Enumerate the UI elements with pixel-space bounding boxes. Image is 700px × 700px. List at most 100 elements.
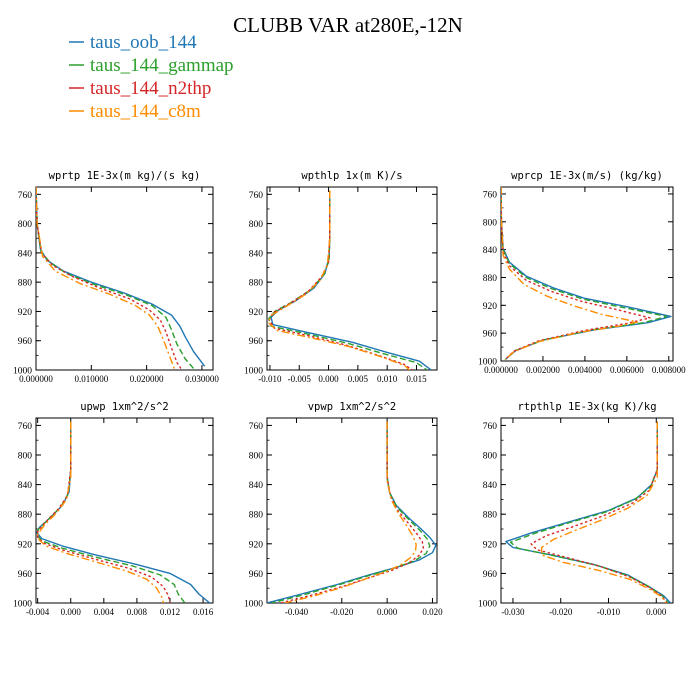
y-tick-label: 1000 — [244, 600, 263, 610]
y-tick-label: 920 — [249, 540, 264, 550]
series-line-taus_144_c8m — [36, 187, 175, 369]
series-line-taus_144_c8m — [540, 421, 667, 603]
chart-panel-1: wprtp 1E-3x(m kg)/(s kg) 760 800 840 880 920 9… — [13, 170, 219, 384]
y-tick-label: 840 — [483, 246, 498, 256]
y-tick-label: 880 — [249, 279, 264, 289]
y-tick-label: 1000 — [13, 600, 32, 610]
legend-label-taus_144_n2thp: taus_144_n2thp — [90, 78, 211, 99]
x-tick-label: 0.004 — [94, 607, 115, 617]
x-tick-label: 0.010000 — [74, 374, 108, 384]
plot-frame — [266, 186, 438, 371]
chart-panels: wprtp 1E-3x(m kg)/(s kg) 760 800 840 880 920 9… — [13, 170, 686, 617]
x-tick-label: 0.000 — [377, 607, 398, 617]
y-tick-label: 880 — [483, 511, 498, 521]
chart-panel-3: wprcp 1E-3x(m/s) (kg/kg) 760 800 840 880 920 9… — [478, 170, 686, 375]
chart-panel-2: wpthlp 1x(m K)/s7608008408809209601000-0… — [244, 170, 438, 384]
chart-panel-6: rtpthlp 1E-3x(kg K)/kg 760 800 840 880 920 960… — [478, 401, 674, 617]
legend: taus_oob_144taus_144_gammaptaus_144_n2th… — [69, 32, 234, 122]
y-tick-label: 960 — [249, 570, 264, 580]
y-tick-label: 920 — [483, 302, 498, 312]
y-tick-label: 920 — [249, 308, 264, 318]
y-tick-label: 880 — [18, 279, 33, 289]
x-tick-label: 0.010 — [377, 374, 398, 384]
y-tick-label: 880 — [483, 274, 498, 284]
panel-title: wprcp 1E-3x(m/s) (kg/kg) — [511, 170, 663, 182]
x-tick-label: 0.000 — [61, 607, 82, 617]
y-tick-label: 1000 — [478, 358, 497, 368]
y-tick-label: 1000 — [478, 600, 497, 610]
x-tick-label: -0.005 — [288, 374, 312, 384]
x-tick-label: 0.000000 — [484, 365, 518, 375]
plot-frame — [500, 186, 674, 362]
x-tick-label: 0.000000 — [19, 374, 53, 384]
panel-title: upwp 1xm^2/s^2 — [80, 401, 169, 413]
series-line-taus_144_c8m — [284, 421, 417, 603]
series-line-taus_144_n2thp — [280, 421, 425, 603]
y-tick-label: 960 — [249, 337, 264, 347]
series-line-taus_144_c8m — [501, 187, 639, 361]
series-line-taus_144_n2thp — [501, 187, 651, 361]
plot-frame — [500, 417, 674, 604]
chart-panel-4: upwp 1xm^2/s^2 760 800 840 880 920 960 1000-0.0… — [13, 401, 214, 617]
y-tick-label: 760 — [18, 422, 33, 432]
y-tick-label: 800 — [18, 452, 33, 462]
x-tick-label: 0.016 — [193, 607, 214, 617]
x-tick-label: 0.020000 — [130, 374, 164, 384]
y-tick-label: 760 — [483, 422, 498, 432]
x-tick-label: 0.012 — [160, 607, 180, 617]
x-tick-label: 0.008 — [127, 607, 148, 617]
series-line-taus_144_gammap — [36, 187, 195, 370]
y-tick-label: 960 — [483, 570, 498, 580]
y-tick-label: 880 — [18, 511, 33, 521]
series-line-taus_144_n2thp — [530, 421, 668, 603]
y-tick-label: 840 — [483, 481, 498, 491]
panel-title: vpwp 1xm^2/s^2 — [308, 401, 397, 413]
plot-frame — [35, 417, 214, 604]
y-tick-label: 920 — [483, 540, 498, 550]
x-tick-label: 0.005 — [348, 374, 369, 384]
series-line-taus_144_c8m — [267, 190, 410, 370]
series-line-taus_144_c8m — [36, 421, 165, 603]
y-tick-label: 880 — [249, 511, 264, 521]
x-tick-label: -0.010 — [258, 374, 282, 384]
legend-label-taus_oob_144: taus_oob_144 — [90, 32, 197, 53]
y-tick-label: 800 — [483, 218, 498, 228]
x-tick-label: 0.015 — [406, 374, 427, 384]
y-tick-label: 800 — [249, 220, 264, 230]
y-tick-label: 840 — [249, 481, 264, 491]
y-tick-label: 960 — [18, 337, 33, 347]
y-tick-label: 800 — [483, 452, 498, 462]
y-tick-label: 1000 — [13, 367, 32, 377]
x-tick-label: 0.006000 — [610, 365, 644, 375]
figure-title: CLUBB VAR at280E,-12N — [233, 13, 463, 37]
panel-title: rtpthlp 1E-3x(kg K)/kg — [517, 401, 656, 413]
legend-label-taus_144_gammap: taus_144_gammap — [90, 55, 234, 76]
series-line-taus_144_gammap — [271, 421, 431, 603]
y-tick-label: 760 — [18, 191, 33, 201]
y-tick-label: 760 — [249, 191, 264, 201]
x-tick-label: -0.004 — [26, 607, 50, 617]
y-tick-label: 960 — [483, 330, 498, 340]
chart-panel-5: vpwp 1xm^2/s^2 760 800 840 880 920 960 1000 -0.0… — [244, 401, 443, 617]
y-tick-label: 920 — [18, 308, 33, 318]
series-line-taus_144_gammap — [501, 187, 668, 361]
x-tick-label: 0.002000 — [526, 365, 560, 375]
x-tick-label: -0.030 — [501, 607, 525, 617]
x-tick-label: -0.020 — [549, 607, 573, 617]
y-tick-label: 840 — [18, 481, 33, 491]
y-tick-label: 840 — [18, 249, 33, 259]
y-tick-label: 1000 — [244, 367, 263, 377]
y-tick-label: 840 — [249, 249, 264, 259]
y-tick-label: 760 — [249, 422, 264, 432]
x-tick-label: 0.000 — [646, 607, 667, 617]
x-tick-label: 0.008000 — [652, 365, 686, 375]
legend-label-taus_144_c8m: taus_144_c8m — [90, 101, 201, 122]
x-tick-label: -0.010 — [597, 607, 621, 617]
plot-frame — [266, 417, 438, 604]
x-tick-label: -0.020 — [330, 607, 354, 617]
panel-title: wpthlp 1x(m K)/s — [301, 170, 402, 182]
panel-title: wprtp 1E-3x(m kg)/(s kg) — [49, 170, 201, 182]
x-tick-label: 0.004000 — [568, 365, 602, 375]
y-tick-label: 760 — [483, 190, 498, 200]
